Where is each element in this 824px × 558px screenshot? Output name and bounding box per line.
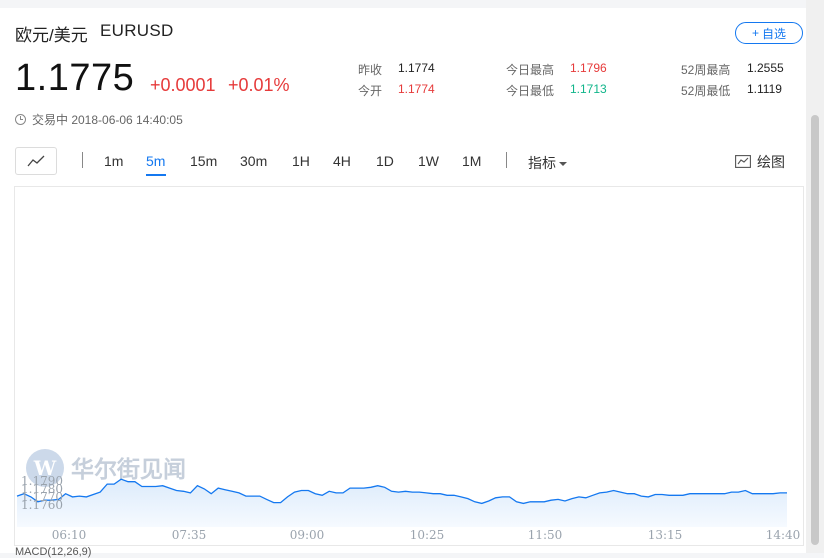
timeframe-1m[interactable]: 1m xyxy=(104,153,124,169)
y-tick-label: 1.1780 xyxy=(21,482,63,496)
stat-52w-high-value: 1.2555 xyxy=(747,61,784,75)
x-tick-label: 06:10 xyxy=(52,528,87,542)
pair-code: EURUSD xyxy=(100,21,174,40)
timeframe-15m[interactable]: 15m xyxy=(190,153,218,169)
current-price: 1.1775 xyxy=(15,57,135,99)
y-tick-label: 1.1760 xyxy=(21,498,63,512)
timeframe-4h[interactable]: 4H xyxy=(333,153,351,169)
svg-text:W: W xyxy=(33,456,57,480)
stat-day-low-label: 今日最低 xyxy=(506,84,555,98)
stat-open-value: 1.1774 xyxy=(398,82,435,96)
timeframe-1w[interactable]: 1W xyxy=(418,153,439,169)
trading-status: 交易中 2018-06-06 14:40:05 xyxy=(15,111,183,128)
watermark-text: 华尔街见闻 xyxy=(71,456,186,483)
y-tick-label: 1.1770 xyxy=(21,490,63,504)
stat-prev-close-value: 1.1774 xyxy=(398,61,435,75)
toolbar-divider xyxy=(506,152,507,168)
macd-label: MACD(12,26,9) xyxy=(15,546,92,558)
x-tick-label: 11:50 xyxy=(528,528,563,542)
stat-52w-high-label: 52周最高 xyxy=(681,63,731,77)
price-line xyxy=(16,478,787,505)
price-change: +0.0001 xyxy=(150,75,216,95)
plus-icon: + xyxy=(751,26,759,40)
price-change-percent: +0.01% xyxy=(228,75,290,95)
timeframe-30m[interactable]: 30m xyxy=(240,153,268,169)
watermark: W 华尔街见闻 xyxy=(26,449,186,487)
chart-type-button[interactable] xyxy=(15,147,57,175)
active-timeframe-indicator xyxy=(146,174,166,176)
timeframe-1h[interactable]: 1H xyxy=(292,153,310,169)
caret-down-icon xyxy=(559,162,567,167)
timeframe-5m[interactable]: 5m xyxy=(146,153,166,169)
stat-day-high-value: 1.1796 xyxy=(570,61,607,75)
toolbar-divider xyxy=(82,152,83,168)
watermark-logo-icon xyxy=(26,449,64,487)
stat-52w-low-label: 52周最低 xyxy=(681,84,731,98)
watch-button-label: 自选 xyxy=(762,26,787,41)
quote-card xyxy=(0,8,806,553)
add-to-watchlist-button[interactable]: + 自选 xyxy=(735,22,803,44)
timeframe-1d[interactable]: 1D xyxy=(376,153,394,169)
x-tick-label: 13:15 xyxy=(648,528,683,542)
draw-label: 绘图 xyxy=(757,154,785,170)
price-chart[interactable]: W 华尔街见闻 1.1760 1.1770 1.1780 1.1790 06:10 07… xyxy=(14,186,804,546)
scrollbar-thumb[interactable] xyxy=(811,115,819,545)
stat-day-low-value: 1.1713 xyxy=(570,82,607,96)
stat-day-high-label: 今日最高 xyxy=(506,63,555,77)
draw-button[interactable]: 绘图 xyxy=(735,152,785,172)
x-tick-label: 09:00 xyxy=(290,528,325,542)
x-tick-label: 07:35 xyxy=(172,528,207,542)
price-area xyxy=(17,479,787,527)
timeframe-1mo[interactable]: 1M xyxy=(462,153,482,169)
x-tick-label: 14:40 xyxy=(766,528,801,542)
stat-prev-close-label: 昨收 xyxy=(358,63,383,77)
clock-icon xyxy=(15,114,26,125)
indicator-dropdown[interactable]: 指标 xyxy=(528,153,567,173)
y-tick-label: 1.1790 xyxy=(21,474,63,488)
x-tick-label: 10:25 xyxy=(410,528,445,542)
line-chart-icon xyxy=(27,155,45,167)
trading-status-text: 交易中 2018-06-06 14:40:05 xyxy=(32,113,183,127)
drawing-icon xyxy=(735,155,751,168)
indicator-label: 指标 xyxy=(528,155,556,171)
stat-52w-low-value: 1.1119 xyxy=(747,82,782,96)
stat-open-label: 今开 xyxy=(358,84,383,98)
pair-name: 欧元/美元 xyxy=(15,26,88,45)
